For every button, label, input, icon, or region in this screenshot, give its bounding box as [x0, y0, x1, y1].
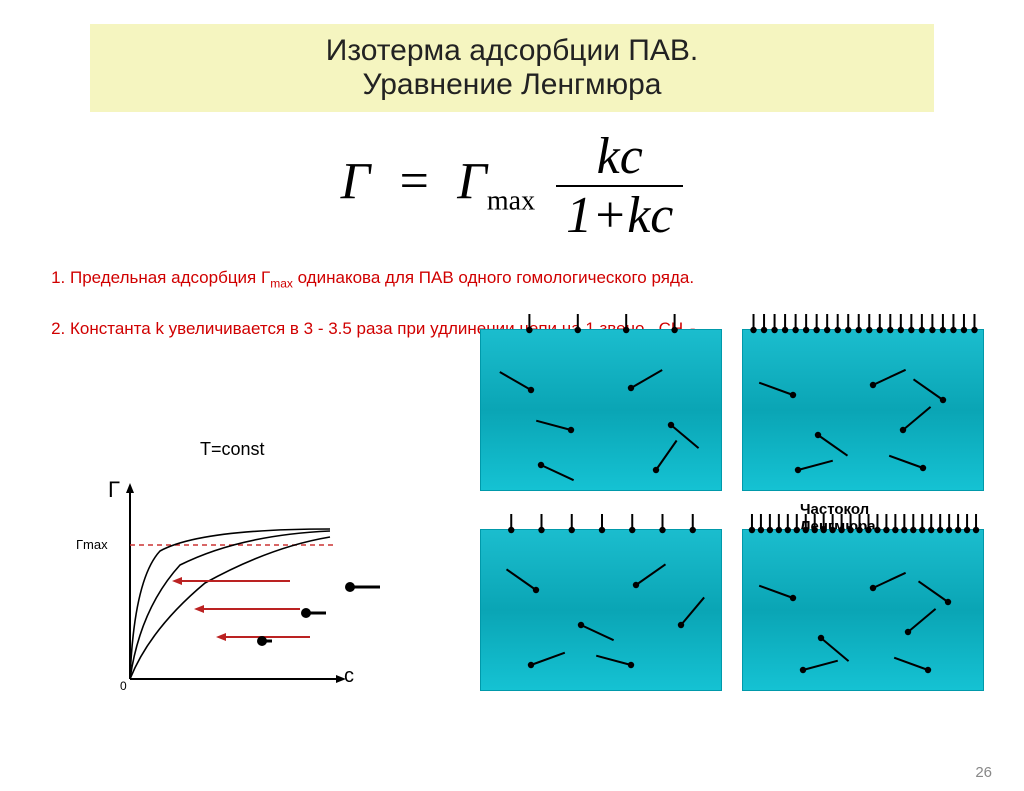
box-low-conc [480, 329, 722, 491]
graph-label-gmax: Гmax [76, 537, 108, 552]
langmuir-equation: Г = Гmax kc 1+kc [0, 128, 1024, 244]
box-mid-conc [480, 529, 722, 691]
eq-denominator: 1+kc [556, 187, 683, 244]
bullet-1: Предельная адсорбция Гmax одинакова для … [70, 268, 984, 290]
title-banner: Изотерма адсорбции ПАВ. Уравнение Ленгмю… [90, 24, 934, 112]
graph-label-t: T=const [200, 439, 265, 460]
graph-svg [110, 469, 390, 699]
lower-region: T=const Г Гmax с 0 Частокол Ленгмюра [0, 369, 1024, 709]
eq-lhs: Г [341, 153, 371, 210]
isotherm-graph: T=const Г Гmax с 0 [40, 419, 350, 699]
box-palisade [742, 529, 984, 691]
title-line-2: Уравнение Ленгмюра [120, 68, 904, 102]
eq-numerator: kc [556, 128, 683, 187]
eq-fraction: kc 1+kc [556, 128, 683, 244]
title-line-1: Изотерма адсорбции ПАВ. [120, 34, 904, 68]
eq-coeff-sub: max [487, 186, 535, 217]
box-high-conc [742, 329, 984, 491]
eq-coeff: Г [457, 153, 487, 210]
